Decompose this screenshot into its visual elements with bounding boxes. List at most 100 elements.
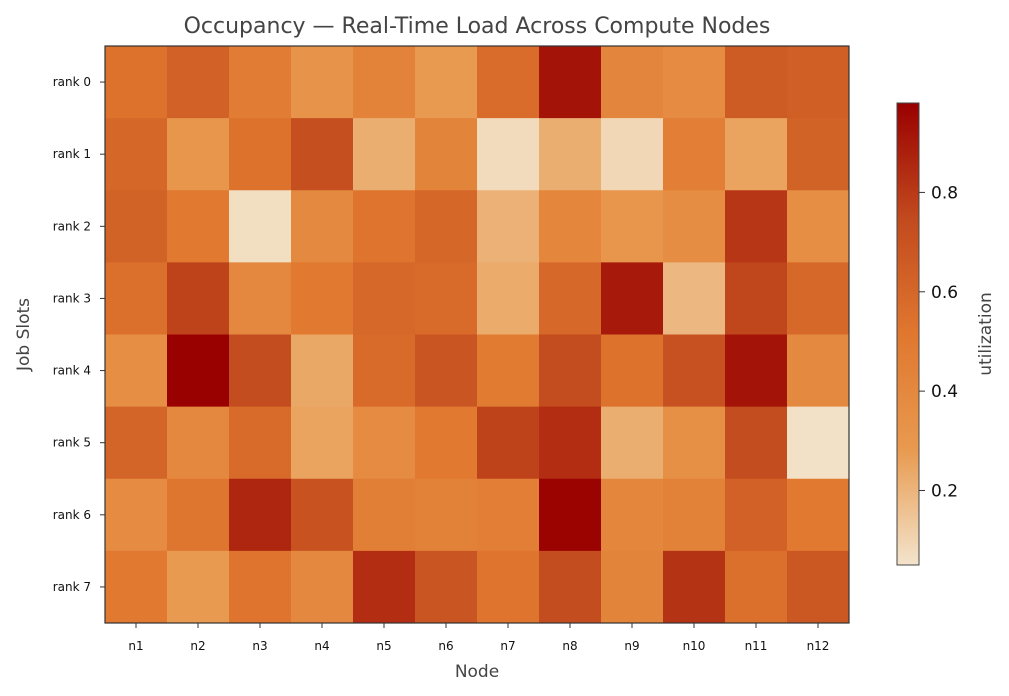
heatmap-cell xyxy=(663,118,726,191)
heatmap-cell xyxy=(601,334,664,408)
heatmap-cell xyxy=(601,118,664,191)
heatmap-cell xyxy=(291,46,354,119)
heatmap-cell xyxy=(601,262,664,335)
heatmap-cell xyxy=(539,334,602,408)
heatmap-cell xyxy=(663,262,726,335)
x-tick-label: n4 xyxy=(314,639,329,653)
colorbar-tick-label: 0.8 xyxy=(931,183,958,203)
y-tick-label: rank 6 xyxy=(53,508,91,522)
heatmap-cell xyxy=(725,406,788,480)
heatmap-cell xyxy=(415,406,478,480)
x-tick-label: n3 xyxy=(252,639,267,653)
colorbar xyxy=(896,102,920,566)
heatmap-cell xyxy=(353,550,416,624)
heatmap-cell xyxy=(477,478,540,552)
colorbar-ticks: 0.2 0.4 0.6 0.8 xyxy=(919,183,958,501)
y-tick-label: rank 5 xyxy=(53,436,91,450)
heatmap-cell xyxy=(291,406,354,480)
heatmap-cell xyxy=(787,406,850,480)
heatmap-cell xyxy=(167,334,230,408)
y-tick-label: rank 2 xyxy=(53,219,91,233)
heatmap-cell xyxy=(787,190,850,263)
heatmap-cell xyxy=(105,190,168,263)
heatmap-cell xyxy=(663,406,726,480)
y-tick-label: rank 4 xyxy=(53,364,91,378)
heatmap-cell xyxy=(105,550,168,624)
heatmap-cell xyxy=(353,406,416,480)
heatmap-cell xyxy=(601,550,664,624)
heatmap-cell xyxy=(353,46,416,119)
heatmap-cell xyxy=(415,478,478,552)
heatmap-cell xyxy=(229,478,292,552)
heatmap-cell xyxy=(539,118,602,191)
y-axis-ticks: rank 0 rank 1 rank 2 rank 3 rank 4 rank 5 rank… xyxy=(53,75,105,594)
heatmap-cell xyxy=(105,46,168,119)
heatmap-cell xyxy=(291,118,354,191)
heatmap-cell xyxy=(539,550,602,624)
heatmap-cell xyxy=(229,118,292,191)
heatmap-cell xyxy=(725,478,788,552)
heatmap-cell xyxy=(167,262,230,335)
chart-title: Occupancy — Real-Time Load Across Comput… xyxy=(184,14,771,39)
heatmap-cell xyxy=(663,478,726,552)
heatmap-cell xyxy=(663,190,726,263)
heatmap-cell xyxy=(539,262,602,335)
heatmap-cell xyxy=(415,190,478,263)
heatmap-cell xyxy=(291,478,354,552)
heatmap-cell xyxy=(477,46,540,119)
y-tick-label: rank 0 xyxy=(53,75,91,89)
heatmap-cell xyxy=(539,406,602,480)
heatmap-cell xyxy=(539,478,602,552)
heatmap-cell xyxy=(291,550,354,624)
heatmap-cell xyxy=(229,334,292,408)
colorbar-tick-label: 0.4 xyxy=(931,382,958,402)
y-axis-label: Job Slots xyxy=(14,298,34,372)
heatmap-cell xyxy=(105,406,168,480)
heatmap-cell xyxy=(477,406,540,480)
heatmap-cell xyxy=(601,46,664,119)
heatmap-cell xyxy=(353,478,416,552)
heatmap-cell xyxy=(353,262,416,335)
heatmap-cell xyxy=(105,334,168,408)
heatmap-cell xyxy=(787,334,850,408)
heatmap-cell xyxy=(415,262,478,335)
heatmap-cell xyxy=(105,262,168,335)
heatmap-cell xyxy=(787,46,850,119)
heatmap-cell xyxy=(477,190,540,263)
x-tick-label: n5 xyxy=(376,639,391,653)
y-tick-label: rank 1 xyxy=(53,147,91,161)
heatmap-cell xyxy=(291,262,354,335)
heatmap-cell xyxy=(105,478,168,552)
plot-frame xyxy=(104,45,850,624)
heatmap-cell xyxy=(415,334,478,408)
heatmap-cell xyxy=(229,190,292,263)
heatmap-cell xyxy=(725,190,788,263)
heatmap-cell xyxy=(601,478,664,552)
heatmap-cell xyxy=(601,190,664,263)
colorbar-tick-label: 0.2 xyxy=(931,481,958,501)
heatmap-cell xyxy=(229,46,292,119)
heatmap-cell xyxy=(353,118,416,191)
x-tick-label: n6 xyxy=(438,639,453,653)
heatmap-cell xyxy=(725,262,788,335)
heatmap-cell xyxy=(229,550,292,624)
heatmap-cell xyxy=(477,262,540,335)
heatmap-cell xyxy=(477,118,540,191)
heatmap-cell xyxy=(353,190,416,263)
heatmap-cell xyxy=(167,478,230,552)
heatmap-cell xyxy=(291,334,354,408)
heatmap-cell xyxy=(105,118,168,191)
x-tick-label: n7 xyxy=(500,639,515,653)
heatmap-cell xyxy=(353,334,416,408)
heatmap-cell xyxy=(787,118,850,191)
heatmap-cell xyxy=(167,190,230,263)
heatmap-cell xyxy=(663,334,726,408)
heatmap-cell xyxy=(167,118,230,191)
colorbar-label: utilization xyxy=(976,292,996,376)
heatmap-cell xyxy=(539,46,602,119)
heatmap-cell xyxy=(725,334,788,408)
x-tick-label: n10 xyxy=(683,639,706,653)
y-tick-label: rank 3 xyxy=(53,291,91,305)
heatmap-cell xyxy=(787,478,850,552)
